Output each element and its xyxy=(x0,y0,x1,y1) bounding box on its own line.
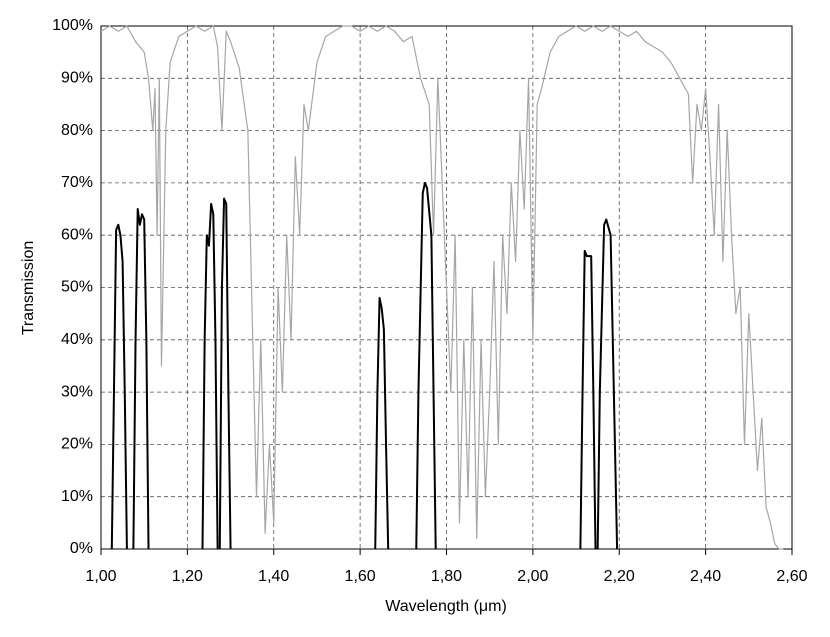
x-tick-label: 2,40 xyxy=(690,568,721,585)
series-line xyxy=(579,249,597,550)
x-tick-label: 1,00 xyxy=(85,568,116,585)
y-tick-label: 30% xyxy=(61,383,93,400)
y-tick-label: 20% xyxy=(61,436,93,453)
y-tick-label: 90% xyxy=(61,70,93,87)
y-tick-label: 10% xyxy=(61,488,93,505)
x-tick-label: 1,80 xyxy=(431,568,462,585)
plot-frame xyxy=(100,25,793,550)
x-tick-label: 2,20 xyxy=(604,568,635,585)
y-tick-label: 60% xyxy=(61,226,93,243)
x-tick-label: 1,60 xyxy=(345,568,376,585)
y-tick-label: 0% xyxy=(70,540,93,557)
x-tick-label: 1,40 xyxy=(258,568,289,585)
y-tick-label: 50% xyxy=(61,279,93,296)
series-line xyxy=(132,208,150,550)
series-line xyxy=(218,197,232,550)
x-tick-label: 1,20 xyxy=(172,568,203,585)
series-line xyxy=(596,218,619,550)
series-line xyxy=(374,296,390,550)
y-axis-label: Transmission xyxy=(20,241,37,336)
series-line xyxy=(415,181,437,550)
x-tick-label: 2,60 xyxy=(776,568,807,585)
series-line xyxy=(100,25,784,550)
y-tick-label: 80% xyxy=(61,122,93,139)
y-tick-label: 100% xyxy=(52,17,93,34)
series-line xyxy=(201,202,219,550)
y-tick-label: 40% xyxy=(61,331,93,348)
x-tick-label: 2,00 xyxy=(517,568,548,585)
series-line xyxy=(110,223,128,550)
y-tick-label: 70% xyxy=(61,174,93,191)
x-axis-label: Wavelength (μm) xyxy=(385,598,507,615)
